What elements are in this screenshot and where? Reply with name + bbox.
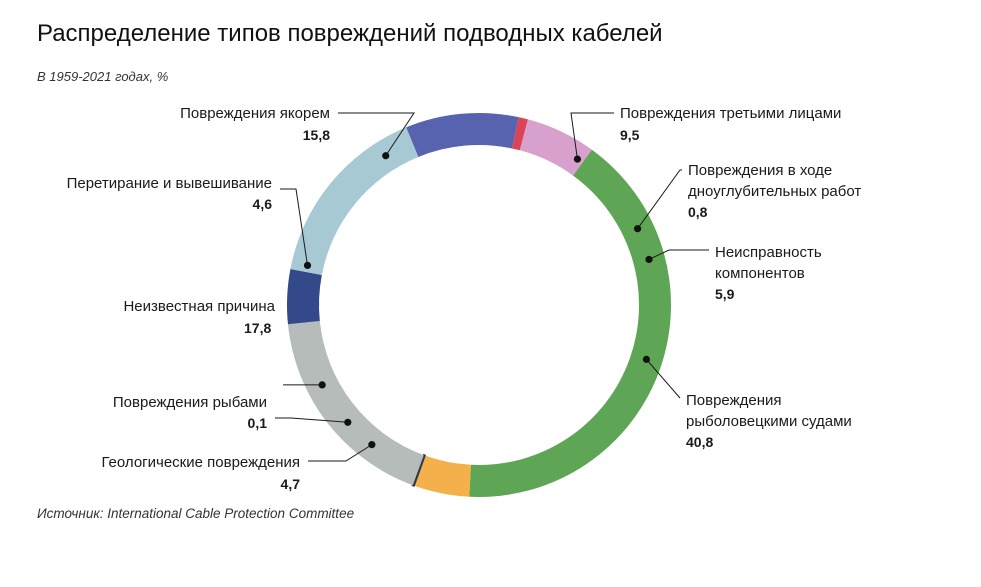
slice-8-marker-dot: [303, 261, 312, 270]
slice-1-marker-dot: [573, 155, 582, 163]
slice-7-callout: Неизвестная причина 17,8: [123, 298, 326, 389]
slice-4-arc: [469, 149, 672, 498]
slice-2-label: Повреждения в ходе: [688, 162, 832, 179]
slice-9-arc: [290, 127, 419, 275]
slice-7-label: Неизвестная причина: [123, 298, 275, 315]
slice-3-marker-dot: [645, 255, 653, 264]
slice-3-label: Неисправность: [715, 244, 822, 261]
slice-5-marker-dot: [368, 441, 376, 449]
slice-3-value-label: 5,9: [715, 286, 735, 302]
slice-4-callout: Повреждения рыболовецкими судами 40,8: [642, 355, 852, 450]
slice-3-leader-line: [648, 249, 709, 260]
slice-9-marker-dot: [382, 152, 390, 160]
slice-6-label: Повреждения рыбами: [113, 394, 267, 411]
donut-slices: [286, 112, 672, 498]
callouts: Повреждения третьими лицами9,5Повреждени…: [67, 105, 862, 492]
slice-9-value-label: 15,8: [303, 127, 330, 143]
slice-7-value-label: 17,8: [244, 320, 271, 336]
slice-5-value-label: 4,7: [281, 476, 301, 492]
slice-2-callout: Повреждения в ходе дноуглубительных работ…: [633, 162, 861, 233]
slice-2-leader-line: [637, 169, 682, 229]
slice-8-label: Перетирание и вывешивание: [67, 175, 272, 192]
slice-1-leader-line: [570, 112, 614, 160]
slice-5-label: Геологические повреждения: [101, 454, 300, 471]
slice-5-arc: [413, 455, 471, 497]
chart-subtitle: В 1959-2021 годах, %: [37, 69, 169, 84]
slice-9-callout: Повреждения якорем 15,8: [180, 105, 415, 160]
slice-3-label: компонентов: [715, 265, 805, 282]
slice-1-label: Повреждения третьими лицами: [620, 105, 841, 122]
slice-4-label: Повреждения: [686, 392, 782, 409]
slice-6-arc: [411, 453, 427, 487]
slice-2-label: дноуглубительных работ: [688, 183, 861, 200]
slice-8-leader-line: [280, 188, 309, 266]
slice-9-label: Повреждения якорем: [180, 105, 330, 122]
slice-1-callout: Повреждения третьими лицами 9,5: [570, 105, 841, 163]
slice-5-callout: Геологические повреждения 4,7: [101, 441, 376, 492]
source-note: Источник: International Cable Protection…: [37, 506, 355, 521]
slice-2-arc: [511, 117, 528, 151]
slice-1-arc: [406, 112, 519, 157]
slice-8-callout: Перетирание и вывешивание 4,6: [67, 175, 312, 270]
slice-4-leader-line: [646, 359, 681, 399]
slice-2-marker-dot: [633, 225, 642, 233]
slice-4-label: рыболовецкими судами: [686, 413, 852, 430]
slice-6-marker-dot: [344, 418, 352, 426]
slice-3-arc: [519, 119, 592, 176]
slice-4-value-label: 40,8: [686, 434, 713, 450]
chart-title: Распределение типов повреждений подводны…: [37, 20, 663, 47]
slice-8-value-label: 4,6: [253, 196, 273, 212]
slice-3-callout: Неисправность компонентов 5,9: [645, 244, 822, 302]
slice-5-leader-line: [308, 444, 373, 462]
slice-4-marker-dot: [642, 355, 650, 363]
slice-7-arc: [287, 321, 424, 486]
slice-8-arc: [286, 268, 322, 325]
slice-2-value-label: 0,8: [688, 204, 708, 220]
slice-6-callout: Повреждения рыбами 0,1: [113, 394, 352, 431]
slice-9-leader-line: [338, 112, 415, 157]
slice-6-leader-line: [275, 417, 348, 423]
slice-6-value-label: 0,1: [248, 415, 268, 431]
slice-7-marker-dot: [318, 381, 326, 389]
slice-1-value-label: 9,5: [620, 127, 640, 143]
